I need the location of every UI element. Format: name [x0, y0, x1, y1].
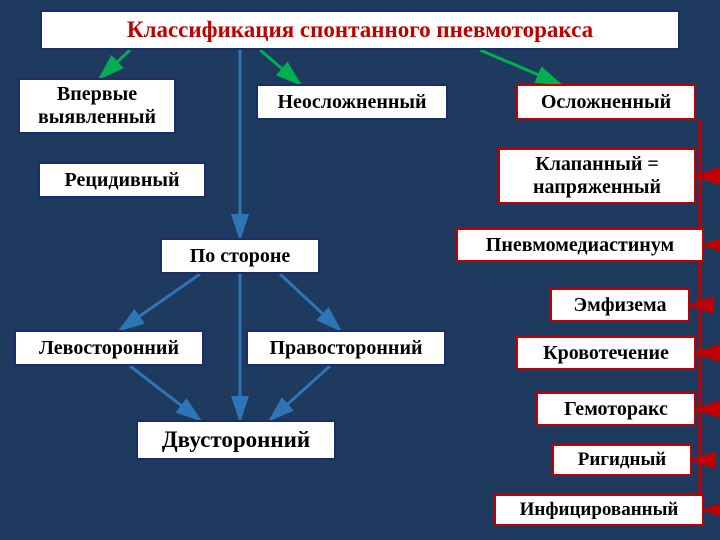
box-left: Левосторонний	[14, 330, 204, 366]
box-infected: Инфицированный	[494, 494, 704, 526]
arrow-2	[480, 50, 560, 84]
box-title: Классификация спонтанного пневмоторакса	[40, 10, 680, 50]
box-uncomplicated: Неосложненный	[256, 84, 448, 120]
box-bilateral: Двусторонний	[136, 420, 336, 460]
box-hemothorax: Гемоторакс	[536, 392, 696, 426]
arrow-0	[100, 50, 130, 78]
box-complicated: Осложненный	[516, 84, 696, 120]
box-right: Правосторонний	[246, 330, 446, 366]
box-pneumomed: Пневмомедиастинум	[456, 228, 704, 262]
box-bleeding: Кровотечение	[516, 336, 696, 370]
box-side: По стороне	[160, 238, 320, 274]
arrow-8	[270, 366, 330, 420]
box-valve: Клапанный = напряженный	[498, 148, 696, 204]
box-emphysema: Эмфизема	[550, 288, 690, 322]
arrow-1	[260, 50, 300, 84]
arrow-6	[280, 274, 340, 330]
arrow-4	[120, 274, 200, 330]
box-recurrent: Рецидивный	[38, 162, 206, 198]
arrow-7	[130, 366, 200, 420]
box-first: Впервые выявленный	[18, 78, 176, 134]
box-rigid: Ригидный	[552, 444, 692, 476]
